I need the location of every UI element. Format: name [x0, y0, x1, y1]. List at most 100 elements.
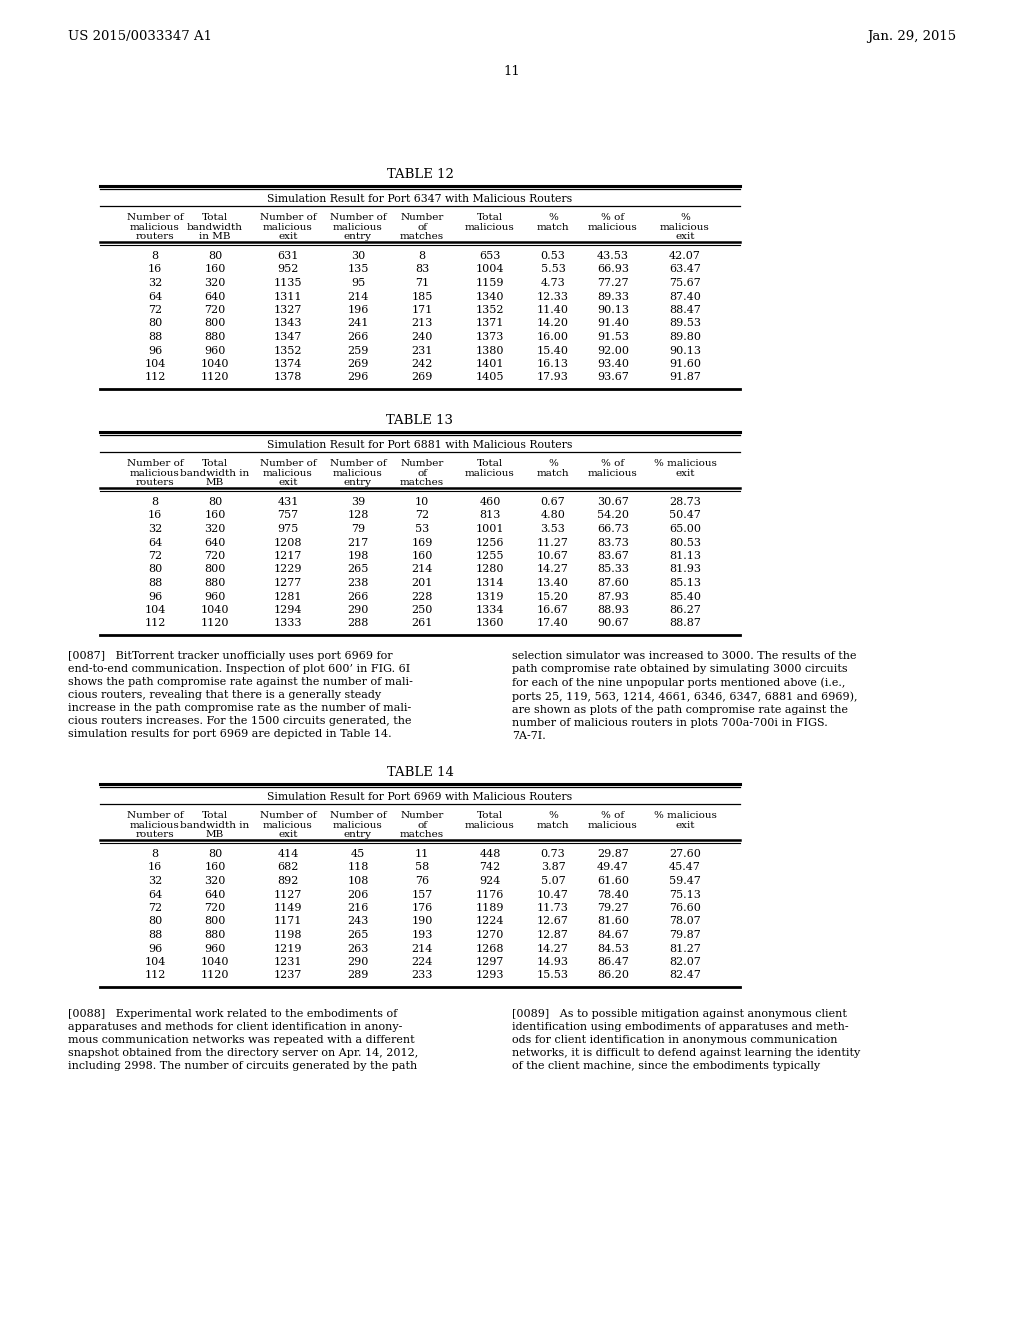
Text: 1219: 1219 [273, 944, 302, 953]
Text: malicious: malicious [465, 223, 515, 231]
Text: 89.80: 89.80 [669, 333, 701, 342]
Text: 3.53: 3.53 [541, 524, 565, 535]
Text: 813: 813 [479, 511, 501, 520]
Text: 14.27: 14.27 [537, 944, 569, 953]
Text: 66.93: 66.93 [597, 264, 629, 275]
Text: 1340: 1340 [476, 292, 504, 301]
Text: 45: 45 [351, 849, 366, 859]
Text: 243: 243 [347, 916, 369, 927]
Text: 80: 80 [208, 849, 222, 859]
Text: 89.33: 89.33 [597, 292, 629, 301]
Text: 79.87: 79.87 [669, 931, 700, 940]
Text: 1319: 1319 [476, 591, 504, 602]
Text: 1001: 1001 [476, 524, 504, 535]
Text: 198: 198 [347, 550, 369, 561]
Text: 82.07: 82.07 [669, 957, 701, 968]
Text: exit: exit [675, 232, 694, 242]
Text: 86.47: 86.47 [597, 957, 629, 968]
Text: 64: 64 [147, 890, 162, 899]
Text: 81.93: 81.93 [669, 565, 701, 574]
Text: 241: 241 [347, 318, 369, 329]
Text: 58: 58 [415, 862, 429, 873]
Text: 27.60: 27.60 [669, 849, 701, 859]
Text: 1352: 1352 [476, 305, 504, 315]
Text: 42.07: 42.07 [669, 251, 701, 261]
Text: 1224: 1224 [476, 916, 504, 927]
Text: 91.53: 91.53 [597, 333, 629, 342]
Text: 217: 217 [347, 537, 369, 548]
Text: entry: entry [344, 478, 372, 487]
Text: 80: 80 [147, 565, 162, 574]
Text: MB: MB [206, 478, 224, 487]
Text: 460: 460 [479, 498, 501, 507]
Text: 14.27: 14.27 [537, 565, 569, 574]
Text: 10.47: 10.47 [537, 890, 569, 899]
Text: exit: exit [675, 821, 694, 829]
Text: 8: 8 [152, 498, 159, 507]
Text: 90.67: 90.67 [597, 619, 629, 628]
Text: [0087]   BitTorrent tracker unofficially uses port 6969 for
end-to-end communica: [0087] BitTorrent tracker unofficially u… [68, 651, 413, 739]
Text: 1360: 1360 [476, 619, 504, 628]
Text: % of: % of [601, 213, 625, 222]
Text: 11.40: 11.40 [537, 305, 569, 315]
Text: 104: 104 [144, 605, 166, 615]
Text: 30: 30 [351, 251, 366, 261]
Text: Number of: Number of [260, 810, 316, 820]
Text: 214: 214 [412, 565, 433, 574]
Text: 289: 289 [347, 970, 369, 981]
Text: TABLE 13: TABLE 13 [386, 414, 454, 426]
Text: 1371: 1371 [476, 318, 504, 329]
Text: matches: matches [400, 478, 444, 487]
Text: Number: Number [400, 810, 443, 820]
Text: 892: 892 [278, 876, 299, 886]
Text: 960: 960 [205, 944, 225, 953]
Text: 83: 83 [415, 264, 429, 275]
Text: of: of [417, 469, 427, 478]
Text: 90.13: 90.13 [669, 346, 701, 355]
Text: 1374: 1374 [273, 359, 302, 370]
Text: 1120: 1120 [201, 619, 229, 628]
Text: 185: 185 [412, 292, 433, 301]
Text: malicious: malicious [130, 821, 180, 829]
Text: match: match [537, 223, 569, 231]
Text: 8: 8 [152, 251, 159, 261]
Text: 85.40: 85.40 [669, 591, 701, 602]
Text: 95: 95 [351, 279, 366, 288]
Text: MB: MB [206, 830, 224, 840]
Text: 1378: 1378 [273, 372, 302, 383]
Text: 16: 16 [147, 511, 162, 520]
Text: of: of [417, 821, 427, 829]
Text: 118: 118 [347, 862, 369, 873]
Text: 16: 16 [147, 264, 162, 275]
Text: 82.47: 82.47 [669, 970, 701, 981]
Text: 93.40: 93.40 [597, 359, 629, 370]
Text: 16.00: 16.00 [537, 333, 569, 342]
Text: 135: 135 [347, 264, 369, 275]
Text: 80.53: 80.53 [669, 537, 701, 548]
Text: 4.80: 4.80 [541, 511, 565, 520]
Text: 32: 32 [147, 279, 162, 288]
Text: 240: 240 [412, 333, 433, 342]
Text: 84.53: 84.53 [597, 944, 629, 953]
Text: 16.67: 16.67 [537, 605, 569, 615]
Text: 88.93: 88.93 [597, 605, 629, 615]
Text: 13.40: 13.40 [537, 578, 569, 587]
Text: 1294: 1294 [273, 605, 302, 615]
Text: 85.13: 85.13 [669, 578, 701, 587]
Text: 1314: 1314 [476, 578, 504, 587]
Text: 79.27: 79.27 [597, 903, 629, 913]
Text: 1334: 1334 [476, 605, 504, 615]
Text: 104: 104 [144, 957, 166, 968]
Text: 59.47: 59.47 [669, 876, 701, 886]
Text: TABLE 12: TABLE 12 [387, 168, 454, 181]
Text: 1405: 1405 [476, 372, 504, 383]
Text: entry: entry [344, 232, 372, 242]
Text: 431: 431 [278, 498, 299, 507]
Text: 92.00: 92.00 [597, 346, 629, 355]
Text: 231: 231 [412, 346, 433, 355]
Text: 12.87: 12.87 [537, 931, 569, 940]
Text: 266: 266 [347, 591, 369, 602]
Text: Number: Number [400, 213, 443, 222]
Text: 78.40: 78.40 [597, 890, 629, 899]
Text: 224: 224 [412, 957, 433, 968]
